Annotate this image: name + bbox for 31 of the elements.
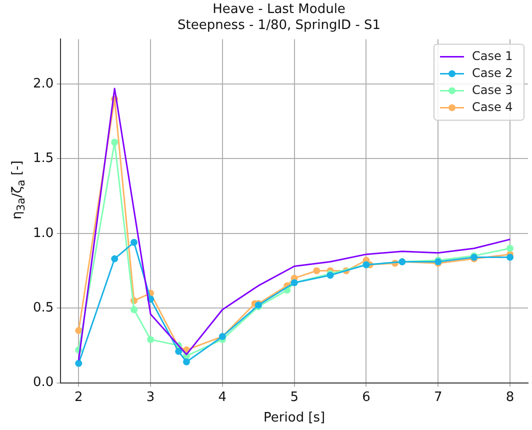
y-tick-label: 1.5 xyxy=(32,151,54,166)
legend-label: Case 2 xyxy=(472,66,513,80)
point xyxy=(111,138,118,146)
point xyxy=(506,244,514,252)
point xyxy=(175,348,182,355)
point xyxy=(182,358,190,366)
x-tick-label: 8 xyxy=(506,390,514,405)
point xyxy=(506,254,514,261)
point xyxy=(75,327,82,334)
y-tick-label: 1.0 xyxy=(32,226,54,241)
point xyxy=(147,336,154,343)
x-tick-label: 2 xyxy=(74,390,83,405)
x-tick-label: 6 xyxy=(362,390,370,405)
y-tick-label: 0.5 xyxy=(32,300,54,316)
chart-title: Heave - Last Module xyxy=(212,2,346,18)
chart-subtitle: Steepness - 1/80, SpringID - S1 xyxy=(177,18,381,33)
y-tick-label: 2.0 xyxy=(32,76,54,92)
legend-label: Case 1 xyxy=(472,48,513,63)
point xyxy=(313,267,320,274)
legend-label: Case 3 xyxy=(472,82,513,97)
point xyxy=(130,306,138,314)
y-tick-label: 0.0 xyxy=(32,375,54,390)
x-tick-label: 3 xyxy=(146,390,155,405)
legend-label: Case 4 xyxy=(472,100,513,114)
x-tick-label: 4 xyxy=(218,390,227,405)
point xyxy=(130,238,138,246)
point xyxy=(111,255,118,262)
x-axis-title: Period [s] xyxy=(264,410,326,426)
x-tick-label: 7 xyxy=(434,390,442,405)
x-tick-label: 5 xyxy=(290,390,298,405)
point xyxy=(75,360,82,367)
